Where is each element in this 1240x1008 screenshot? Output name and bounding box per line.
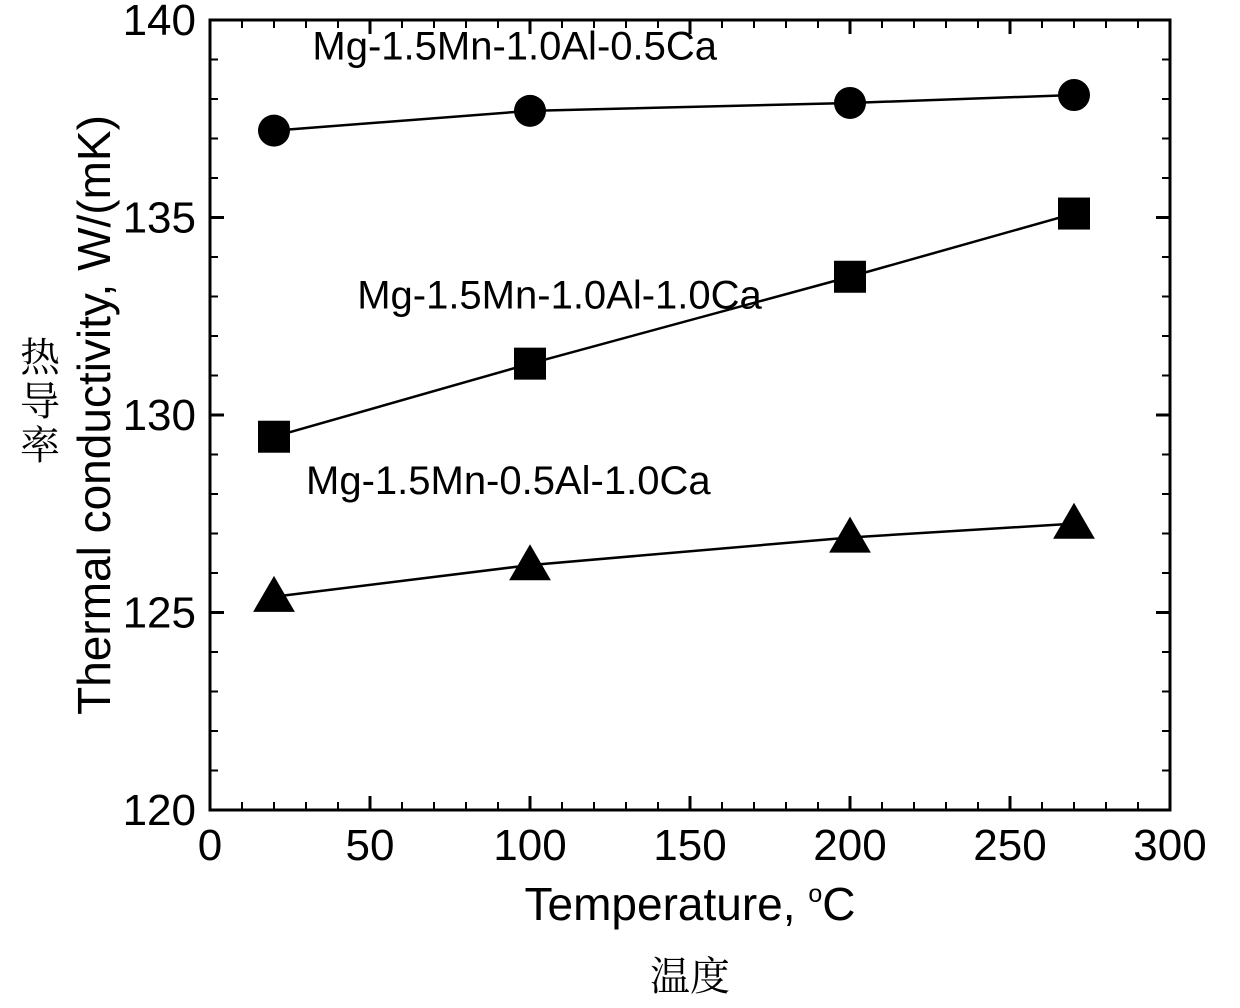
x-tick-label: 150 <box>653 821 726 870</box>
marker-circle <box>834 87 866 119</box>
x-tick-label: 50 <box>346 821 395 870</box>
marker-triangle <box>829 517 871 553</box>
series-label: Mg-1.5Mn-1.0Al-1.0Ca <box>357 273 762 317</box>
marker-square <box>258 421 290 453</box>
series-label: Mg-1.5Mn-1.0Al-0.5Ca <box>312 25 717 69</box>
conductivity-chart: 0 50 100 150 200 250 300 120 125 130 135 140 Tempera… <box>0 0 1240 1008</box>
x-tick-label: 200 <box>813 821 886 870</box>
y-tick-label: 140 <box>123 0 196 45</box>
x-tick-label: 100 <box>493 821 566 870</box>
y-axis-label-cjk: 热导率 <box>20 326 61 471</box>
x-axis-label-cjk: 温度 <box>650 945 730 1002</box>
marker-triangle <box>509 544 551 580</box>
marker-circle <box>258 115 290 147</box>
y-tick-label: 130 <box>123 391 196 440</box>
marker-triangle <box>1053 503 1095 539</box>
x-axis-label: Temperature, oC <box>525 878 856 930</box>
y-tick-label: 120 <box>123 786 196 835</box>
marker-circle <box>514 95 546 127</box>
y-tick-label: 125 <box>123 589 196 638</box>
y-tick-label: 135 <box>123 194 196 243</box>
marker-square <box>514 348 546 380</box>
series-line <box>274 524 1074 597</box>
series-line <box>274 214 1074 437</box>
marker-circle <box>1058 79 1090 111</box>
x-tick-label: 300 <box>1133 821 1206 870</box>
y-axis-label: Thermal conductivity, W/(mK) <box>68 115 120 715</box>
series-line <box>274 95 1074 131</box>
marker-square <box>1058 198 1090 230</box>
x-tick-label: 250 <box>973 821 1046 870</box>
x-tick-label: 0 <box>198 821 222 870</box>
series-label: Mg-1.5Mn-0.5Al-1.0Ca <box>306 459 711 503</box>
marker-square <box>834 261 866 293</box>
figure-container: 0 50 100 150 200 250 300 120 125 130 135 140 Tempera… <box>0 0 1240 1008</box>
